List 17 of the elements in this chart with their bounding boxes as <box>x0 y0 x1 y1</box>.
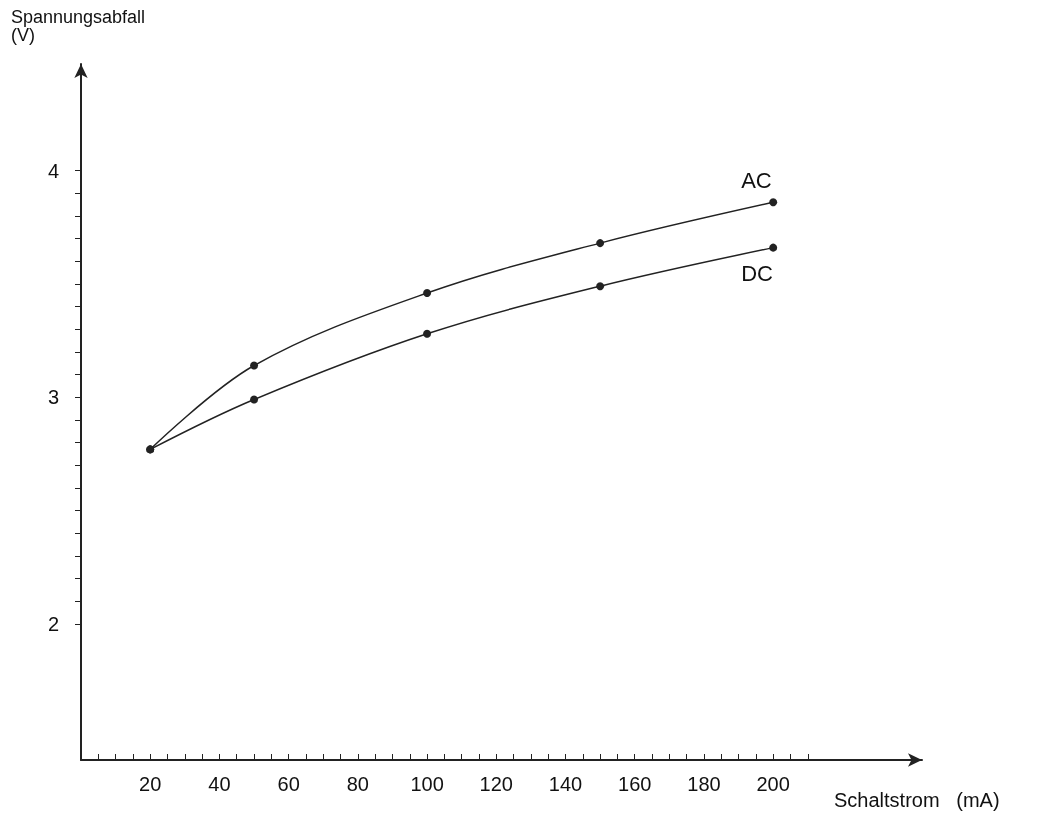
y-tick-label: 2 <box>47 612 59 635</box>
x-tick-label: 140 <box>548 773 583 795</box>
y-tick-label: 3 <box>47 386 59 409</box>
x-tick-label: 20 <box>139 773 162 795</box>
x-tick-label: 60 <box>277 773 300 795</box>
x-tick-label: 180 <box>687 773 721 795</box>
series-label: DC <box>741 261 774 287</box>
series-label: AC <box>741 167 772 193</box>
y-axis-title: Spannungsabfall (V) <box>11 7 146 45</box>
x-axis-title: Schaltstrom (mA) <box>834 789 1000 811</box>
y-tick-label: 4 <box>47 159 59 182</box>
x-tick-label: 80 <box>346 773 369 795</box>
x-tick-label: 160 <box>618 773 652 795</box>
x-tick-label: 120 <box>479 773 513 795</box>
x-tick-label: 100 <box>410 773 444 795</box>
x-tick-label: 40 <box>208 773 231 795</box>
x-tick-label: 200 <box>756 773 790 795</box>
